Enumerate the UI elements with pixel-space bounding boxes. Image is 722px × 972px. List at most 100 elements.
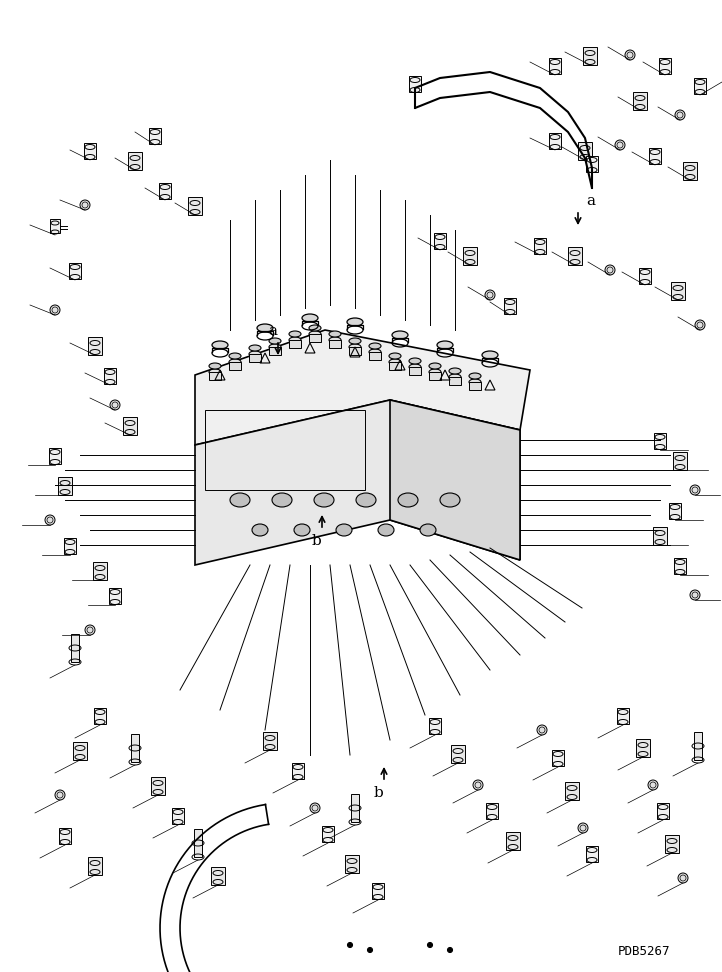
Bar	[429, 718, 441, 734]
Bar	[104, 368, 116, 384]
Ellipse shape	[482, 351, 498, 359]
Bar	[123, 417, 137, 435]
Bar	[449, 377, 461, 385]
Polygon shape	[195, 330, 530, 445]
Ellipse shape	[369, 349, 381, 355]
Bar	[673, 452, 687, 470]
Bar	[451, 745, 465, 763]
Circle shape	[485, 290, 495, 300]
Ellipse shape	[209, 369, 221, 375]
Ellipse shape	[409, 358, 421, 364]
Bar	[345, 855, 359, 873]
Circle shape	[648, 780, 658, 790]
Bar	[659, 58, 671, 74]
Circle shape	[690, 485, 700, 495]
Bar	[469, 382, 481, 390]
Bar	[49, 448, 61, 464]
Circle shape	[427, 943, 432, 948]
Ellipse shape	[349, 338, 361, 344]
Bar	[671, 282, 685, 300]
Bar	[504, 298, 516, 314]
Text: a: a	[586, 194, 595, 208]
Bar	[149, 128, 161, 144]
Bar	[93, 562, 107, 580]
Bar	[636, 739, 650, 757]
Ellipse shape	[389, 353, 401, 359]
Bar	[429, 372, 441, 380]
Circle shape	[55, 790, 65, 800]
Bar	[69, 263, 81, 279]
Circle shape	[690, 590, 700, 600]
Circle shape	[473, 780, 483, 790]
Bar	[552, 750, 564, 766]
Bar	[694, 78, 706, 94]
Bar	[351, 794, 359, 822]
Circle shape	[578, 823, 588, 833]
Bar	[549, 58, 561, 74]
Ellipse shape	[309, 325, 321, 331]
Bar	[88, 857, 102, 875]
Bar	[209, 372, 221, 380]
Circle shape	[367, 948, 373, 953]
Ellipse shape	[389, 359, 401, 365]
Ellipse shape	[252, 524, 268, 536]
Bar	[586, 846, 598, 862]
Bar	[269, 347, 281, 355]
Ellipse shape	[469, 379, 481, 385]
Circle shape	[110, 400, 120, 410]
Ellipse shape	[229, 359, 241, 365]
Ellipse shape	[449, 374, 461, 380]
Bar	[694, 732, 702, 760]
Bar	[578, 142, 592, 160]
Ellipse shape	[336, 524, 352, 536]
Bar	[653, 527, 667, 545]
Ellipse shape	[212, 341, 228, 349]
Bar	[249, 354, 261, 362]
Ellipse shape	[347, 318, 363, 326]
Text: b: b	[312, 534, 322, 548]
Bar	[229, 362, 241, 370]
Bar	[463, 247, 477, 265]
Bar	[409, 367, 421, 375]
Bar	[109, 588, 121, 604]
Bar	[71, 634, 79, 662]
Ellipse shape	[249, 345, 261, 351]
Bar	[58, 477, 72, 495]
Circle shape	[615, 140, 625, 150]
Bar	[649, 148, 661, 164]
Bar	[657, 803, 669, 819]
Ellipse shape	[257, 324, 273, 332]
Bar	[172, 808, 184, 824]
Bar	[372, 883, 384, 899]
Ellipse shape	[209, 363, 221, 369]
Ellipse shape	[309, 331, 321, 337]
Bar	[349, 347, 361, 355]
Bar	[586, 156, 598, 172]
Ellipse shape	[392, 331, 408, 339]
Ellipse shape	[294, 524, 310, 536]
Circle shape	[537, 725, 547, 735]
Bar	[617, 708, 629, 724]
Ellipse shape	[356, 493, 376, 507]
Ellipse shape	[269, 344, 281, 350]
Bar	[73, 742, 87, 760]
Bar	[50, 219, 60, 233]
Ellipse shape	[437, 341, 453, 349]
Circle shape	[347, 943, 352, 948]
Bar	[64, 538, 76, 554]
Bar	[159, 183, 171, 199]
Ellipse shape	[229, 353, 241, 359]
Bar	[263, 732, 277, 750]
Bar	[434, 233, 446, 249]
Bar	[309, 334, 321, 342]
Bar	[683, 162, 697, 180]
Ellipse shape	[329, 331, 341, 337]
Bar	[565, 782, 579, 800]
Bar	[329, 340, 341, 348]
Ellipse shape	[429, 369, 441, 375]
Ellipse shape	[230, 493, 250, 507]
Ellipse shape	[469, 373, 481, 379]
Bar	[88, 337, 102, 355]
Text: b: b	[374, 786, 384, 800]
Text: PDB5267: PDB5267	[618, 945, 671, 958]
